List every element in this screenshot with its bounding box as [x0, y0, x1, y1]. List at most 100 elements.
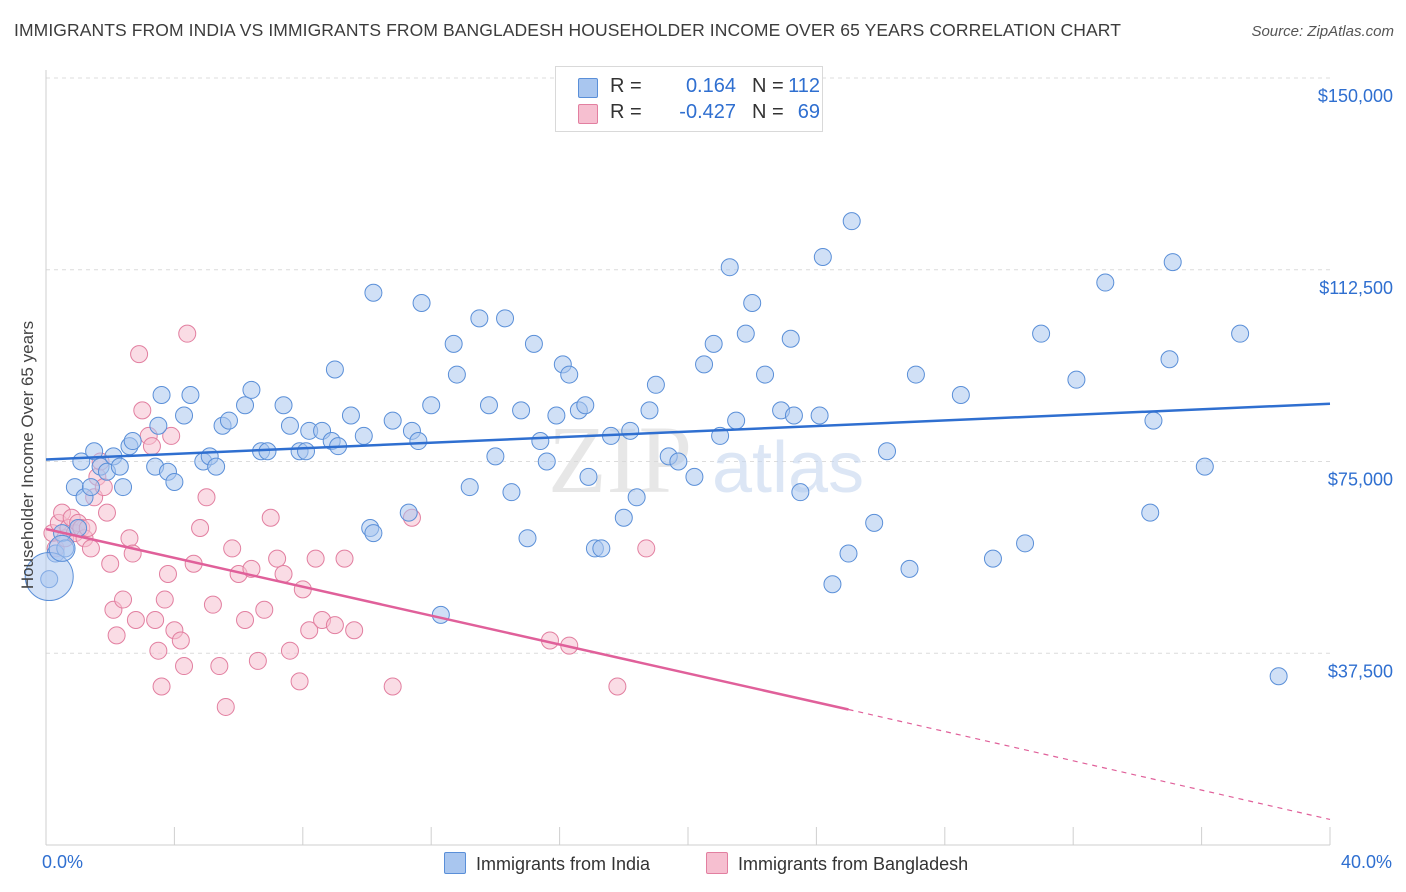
- data-point: [325, 616, 344, 635]
- data-point: [158, 564, 177, 583]
- data-point: [1269, 667, 1288, 686]
- india-points: [24, 212, 1288, 686]
- legend-r-value-india: 0.164: [685, 75, 736, 97]
- data-point: [842, 212, 861, 231]
- data-point: [114, 590, 133, 609]
- data-point: [524, 334, 543, 353]
- legend-n-value-india: 112: [788, 75, 820, 97]
- data-point: [175, 657, 194, 676]
- data-point: [181, 386, 200, 405]
- bangladesh-swatch: [578, 104, 598, 124]
- data-point: [120, 529, 139, 548]
- data-point: [1096, 273, 1115, 292]
- data-point: [383, 677, 402, 696]
- data-point: [306, 549, 325, 568]
- data-point: [486, 447, 505, 466]
- data-point: [123, 432, 142, 451]
- data-point: [1141, 503, 1160, 522]
- data-point: [280, 416, 299, 435]
- data-point: [865, 513, 884, 532]
- data-point: [537, 452, 556, 471]
- data-point: [126, 611, 145, 630]
- data-point: [219, 411, 238, 430]
- data-point: [695, 355, 714, 374]
- data-point: [280, 641, 299, 660]
- data-point: [496, 309, 515, 328]
- data-point: [720, 258, 739, 277]
- data-point: [412, 293, 431, 312]
- data-point: [669, 452, 688, 471]
- data-point: [512, 401, 531, 420]
- data-point: [268, 549, 287, 568]
- series-legend-india: Immigrants from India: [444, 852, 650, 875]
- data-point: [637, 539, 656, 558]
- data-point: [1144, 411, 1163, 430]
- bangladesh-legend-label: Immigrants from Bangladesh: [738, 854, 969, 874]
- bangladesh-trend-line: [45, 527, 849, 711]
- y-tick-label: $150,000: [1318, 86, 1393, 106]
- data-point: [383, 411, 402, 430]
- data-point: [146, 611, 165, 630]
- data-point: [736, 324, 755, 343]
- data-point: [409, 432, 428, 451]
- data-point: [983, 549, 1002, 568]
- legend-r-value-bangladesh: -0.427: [679, 101, 736, 123]
- y-tick-label: $75,000: [1328, 470, 1393, 490]
- legend-n-value-bangladesh: 69: [797, 101, 820, 123]
- data-point: [162, 426, 181, 445]
- data-point: [791, 483, 810, 502]
- chart-title: IMMIGRANTS FROM INDIA VS IMMIGRANTS FROM…: [14, 20, 1122, 40]
- data-point: [906, 365, 925, 384]
- data-point: [242, 380, 261, 399]
- data-point: [81, 478, 100, 497]
- data-point: [300, 621, 319, 640]
- data-point: [592, 539, 611, 558]
- data-point: [248, 651, 267, 670]
- data-point: [1067, 370, 1086, 389]
- watermark-atlas: atlas: [712, 428, 864, 508]
- data-point: [576, 396, 595, 415]
- data-point-cluster: [48, 534, 76, 562]
- data-point: [479, 396, 498, 415]
- data-point: [685, 467, 704, 486]
- data-point: [335, 549, 354, 568]
- data-point: [579, 467, 598, 486]
- data-point: [155, 590, 174, 609]
- data-point: [171, 631, 190, 650]
- data-point: [85, 442, 104, 461]
- data-point: [422, 396, 441, 415]
- data-point: [110, 457, 129, 476]
- data-point: [460, 478, 479, 497]
- data-point: [531, 432, 550, 451]
- data-point: [203, 595, 222, 614]
- data-point: [900, 559, 919, 578]
- data-point: [223, 539, 242, 558]
- data-point: [274, 396, 293, 415]
- data-point: [1231, 324, 1250, 343]
- x-tick-label-min: 0.0%: [42, 852, 84, 872]
- data-point: [175, 406, 194, 425]
- data-point: [97, 503, 116, 522]
- data-point: [878, 442, 897, 461]
- data-point: [142, 437, 161, 456]
- trend-lines: [45, 402, 1331, 821]
- data-point: [210, 657, 229, 676]
- data-point: [325, 360, 344, 379]
- data-point: [704, 334, 723, 353]
- x-tick-label-max: 40.0%: [1340, 852, 1392, 872]
- data-point: [444, 334, 463, 353]
- data-point: [152, 677, 171, 696]
- data-point: [1160, 350, 1179, 369]
- data-point: [345, 621, 364, 640]
- data-point: [614, 508, 633, 527]
- india-swatch: [578, 78, 598, 98]
- india-trend-line: [45, 402, 1331, 461]
- data-point: [165, 472, 184, 491]
- legend-n-label: N =: [752, 75, 784, 97]
- data-point: [627, 488, 646, 507]
- data-point: [727, 411, 746, 430]
- data-point: [149, 641, 168, 660]
- data-point: [297, 442, 316, 461]
- data-point: [839, 544, 858, 563]
